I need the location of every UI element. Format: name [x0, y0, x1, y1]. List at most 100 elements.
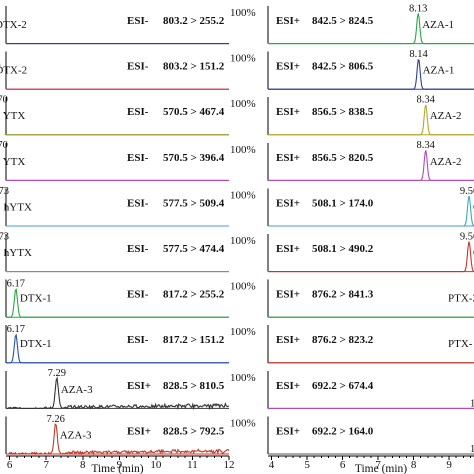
ion-mode-label: ESI+ — [276, 15, 300, 27]
mrm-transition-label: 508.1 > 490.2 — [312, 243, 374, 255]
ion-mode-label: ESI- — [127, 15, 149, 27]
y-axis-100-label: 100% — [230, 235, 256, 247]
x-tick-label: 11 — [187, 459, 198, 471]
y-axis-100-label: 100% — [230, 7, 256, 19]
peak-rt-label: 8.13 — [409, 3, 427, 14]
compound-name-label: AZA-3 — [61, 384, 93, 396]
chromatogram-panel: 100% 8.34 AZA-2 ESI+ 856.5 > 838.5 — [230, 95, 474, 136]
peak-rt-label: 1 — [470, 398, 474, 409]
compound-name-label: YTX — [3, 110, 26, 122]
mrm-transition-label: 508.1 > 174.0 — [312, 197, 374, 209]
mrm-transition-label: 570.5 > 396.4 — [163, 152, 225, 164]
compound-name-label: AZA-2 — [430, 110, 462, 122]
y-axis-100-label: 100% — [230, 53, 256, 65]
mrm-transition-label: 803.2 > 151.2 — [163, 61, 225, 73]
chromatogram-panel: 5.70 YTX ESI- 570.5 > 467.4 — [0, 95, 229, 136]
chromatogram-panel: 7.26 AZA-3 ESI+ 828.5 > 792.5 — [5, 414, 230, 456]
y-axis-100-label: 100% — [230, 189, 256, 201]
mrm-transition-label: 876.2 > 841.3 — [312, 289, 374, 301]
x-tick-label: 7 — [43, 459, 49, 471]
peak-rt-label: 8.14 — [409, 49, 428, 60]
peak-rt-label: 1 — [470, 444, 474, 455]
right-chromatogram-stack: 100% 8.13 AZA-1 ESI+ 842.5 > 824.5 100% 8.14 AZ… — [230, 3, 474, 474]
x-tick-label: 5 — [304, 459, 310, 471]
chromatogram-panel: 6.17 DTX-1 ESI- 817.2 > 151.2 — [5, 324, 229, 364]
y-axis-100-label: 100% — [230, 98, 256, 110]
x-tick-label: 12 — [224, 459, 235, 471]
compound-name-label: DTX-2 — [0, 65, 27, 77]
peak-rt-label: 5.70 — [0, 140, 8, 151]
mrm-transition-label: 803.2 > 255.2 — [163, 15, 225, 27]
compound-name-label: DTX-1 — [20, 293, 52, 305]
ion-mode-label: ESI- — [127, 152, 149, 164]
x-tick-label: 9 — [446, 459, 452, 471]
ion-mode-label: ESI+ — [276, 334, 300, 346]
peak-rt-label: 6.17 — [7, 324, 25, 335]
mrm-transition-label: 828.5 > 810.5 — [163, 380, 225, 392]
chromatogram-panel: 5.50DTX-2 ESI- 803.2 > 151.2 — [0, 51, 229, 90]
mrm-transition-label: 692.2 > 674.4 — [312, 380, 374, 392]
peak-rt-label: 9.56 — [460, 186, 474, 197]
ion-mode-label: ESI+ — [276, 152, 300, 164]
chromatogram-panel: 100% 1 ESI+ 692.2 > 164.0 — [230, 416, 474, 455]
peak-rt-label: 7.26 — [47, 414, 65, 425]
peak-rt-label: 8.34 — [417, 140, 436, 151]
ion-mode-label: ESI- — [127, 289, 149, 301]
mrm-transition-label: 817.2 > 151.2 — [163, 334, 225, 346]
x-tick-label: 9 — [117, 459, 123, 471]
chromatogram-panel: 100% 8.34 AZA-2 ESI+ 856.5 > 820.5 — [230, 140, 474, 181]
ion-mode-label: ESI+ — [276, 289, 300, 301]
compound-name-label: AZA-1 — [422, 19, 454, 31]
peak-rt-label: 6.17 — [7, 279, 25, 290]
y-axis-100-label: 100% — [230, 417, 256, 429]
x-tick-label: 6 — [7, 459, 13, 471]
mrm-transition-label: 577.5 > 474.4 — [163, 243, 225, 255]
ion-mode-label: ESI+ — [276, 380, 300, 392]
mrm-transition-label: 876.2 > 823.2 — [312, 334, 374, 346]
x-tick-label: 4 — [269, 459, 275, 471]
ion-mode-label: ESI+ — [276, 197, 300, 209]
compound-name-label: PTX- — [448, 338, 473, 350]
ion-mode-label: ESI+ — [276, 243, 300, 255]
mrm-transition-label: 856.5 > 820.5 — [312, 152, 374, 164]
peak-rt-label: 5.70 — [0, 95, 8, 106]
x-tick-label: 10 — [150, 459, 162, 471]
mrm-transition-label: 842.5 > 806.5 — [312, 61, 374, 73]
peak-rt-label: 5.73 — [0, 231, 9, 242]
mrm-transition-label: 842.5 > 824.5 — [312, 15, 374, 27]
compound-name-label: DTX-2 — [0, 19, 27, 31]
x-tick-label: 6 — [340, 459, 346, 471]
chromatogram-panel: 100% 8.13 AZA-1 ESI+ 842.5 > 824.5 — [230, 3, 474, 45]
mrm-transition-label: 570.5 > 467.4 — [163, 106, 225, 118]
chromatogram-panel: 100% 8.14 AZA-1 ESI+ 842.5 > 806.5 — [230, 49, 474, 90]
ion-mode-label: ESI+ — [276, 425, 300, 437]
chromatogram-panel: 100% PTX-2 ESI+ 876.2 > 841.3 — [230, 279, 474, 318]
y-axis-100-label: 100% — [230, 372, 256, 384]
chromatogram-panel: 100% 1 ESI+ 692.2 > 674.4 — [230, 370, 474, 409]
y-axis-100-label: 100% — [230, 326, 256, 338]
x-tick-label: 7 — [375, 459, 381, 471]
ion-mode-label: ESI- — [127, 197, 149, 209]
chromatogram-panel: 5.73 hYTX ESI- 577.5 > 509.4 — [0, 186, 229, 227]
compound-name-label: PTX-2 — [448, 293, 474, 305]
chromatogram-panel: 7.29 AZA-3 ESI+ 828.5 > 810.5 — [5, 368, 230, 411]
compound-name-label: AZA-2 — [430, 156, 462, 168]
mrm-transition-label: 856.5 > 838.5 — [312, 106, 374, 118]
ion-mode-label: ESI+ — [276, 61, 300, 73]
ion-mode-label: ESI- — [127, 334, 149, 346]
compound-name-label: hYTX — [4, 201, 32, 213]
peak-rt-label: 9.56 — [460, 231, 474, 242]
mrm-transition-label: 577.5 > 509.4 — [163, 197, 225, 209]
x-axis-title: Time (min) — [355, 463, 407, 474]
peak-rt-label: 8.34 — [417, 95, 436, 106]
mrm-transition-label: 692.2 > 164.0 — [312, 425, 374, 437]
mrm-transition-label: 828.5 > 792.5 — [163, 425, 225, 437]
x-tick-label: 8 — [411, 459, 417, 471]
compound-name-label: AZA-1 — [423, 65, 455, 77]
peak-rt-label: 5.50 — [0, 61, 1, 72]
ion-mode-label: ESI+ — [276, 106, 300, 118]
ion-mode-label: ESI- — [127, 61, 149, 73]
